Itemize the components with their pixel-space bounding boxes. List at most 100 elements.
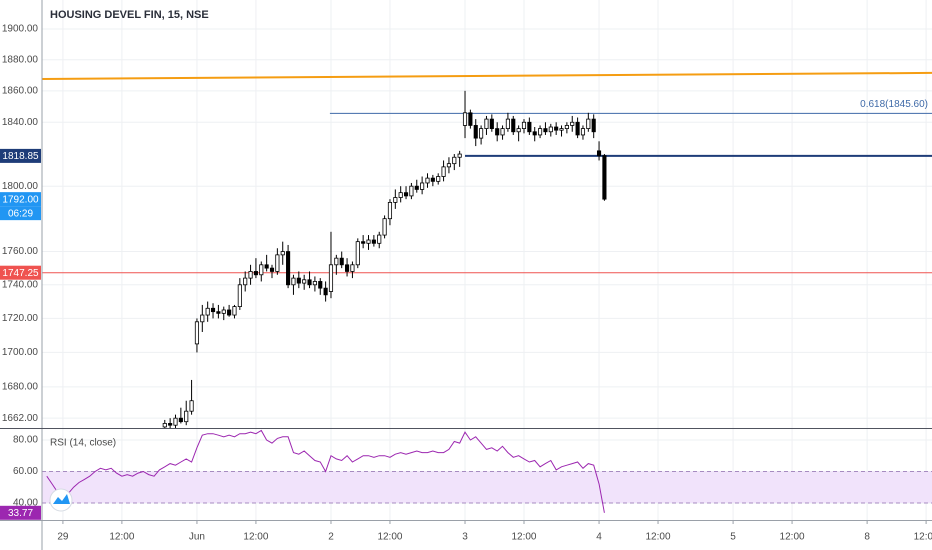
candle-body xyxy=(462,112,468,126)
x-tick-label: 3 xyxy=(462,532,468,543)
candle-body xyxy=(403,192,409,197)
candle-body xyxy=(307,279,312,286)
y-tick-label: 1680.00 xyxy=(2,381,39,392)
candle-body xyxy=(436,176,441,182)
y-tick-label: 60.00 xyxy=(13,466,38,477)
candle-body xyxy=(339,257,344,266)
candle-body xyxy=(334,257,339,266)
candle-body xyxy=(414,185,419,190)
y-tick-label: 1740.00 xyxy=(2,279,39,290)
x-tick-label: 12:00 xyxy=(511,532,536,543)
candle-body xyxy=(345,264,350,272)
candle-body xyxy=(286,251,291,286)
candle-body xyxy=(205,307,210,316)
candle-body xyxy=(580,128,586,136)
candle-body xyxy=(559,128,564,131)
candle-body xyxy=(409,185,414,197)
candle-body xyxy=(296,277,301,284)
candle-body xyxy=(318,281,323,289)
rsi-badge xyxy=(0,505,41,520)
candle-body xyxy=(189,400,194,412)
y-tick-label: 1800.00 xyxy=(2,181,39,192)
candle-body xyxy=(302,279,307,284)
last-price-label: 1792.00 xyxy=(2,194,39,205)
candle-body xyxy=(227,309,232,316)
candle-body xyxy=(173,417,178,426)
candle-body xyxy=(596,150,602,157)
rsi-band xyxy=(42,471,932,503)
y-tick-label: 1880.00 xyxy=(2,54,39,65)
candle-body xyxy=(280,251,285,256)
candle-body xyxy=(489,118,494,129)
rsi-pane xyxy=(42,429,932,513)
y-tick-label: 1720.00 xyxy=(2,313,39,324)
candle-body xyxy=(521,121,527,129)
candle-body xyxy=(184,410,189,423)
x-tick-label: Jun xyxy=(189,532,205,543)
candle-body xyxy=(387,201,393,220)
candle-body xyxy=(516,128,521,133)
candle-body xyxy=(543,128,548,133)
x-tick-label: 8 xyxy=(864,532,870,543)
badges: 1818.85 1747.25 1792.00 06:29 33.77 xyxy=(0,148,41,520)
candle-body xyxy=(371,239,376,244)
candle-body xyxy=(253,271,258,276)
candle-body xyxy=(479,128,484,139)
y-tick-label: 1760.00 xyxy=(2,246,39,257)
candle-body xyxy=(178,417,183,423)
x-tick-label: 12:00 xyxy=(780,532,805,543)
countdown-label: 06:29 xyxy=(8,208,33,219)
candle-body xyxy=(361,241,366,244)
price-badge xyxy=(0,148,41,163)
candle-body xyxy=(264,264,269,269)
x-tick-label: 12:00 xyxy=(109,532,134,543)
candle-body xyxy=(446,163,451,168)
price-badge-label: 1818.85 xyxy=(2,151,39,162)
y-tick-label: 40.00 xyxy=(13,498,38,509)
grid xyxy=(42,0,932,520)
y-tick-label: 80.00 xyxy=(13,435,38,446)
candle-body xyxy=(473,125,478,139)
rsi-badge-label: 33.77 xyxy=(8,508,33,519)
candle-body xyxy=(495,128,500,136)
chart-title: HOUSING DEVEL FIN, 15, NSE xyxy=(50,9,209,21)
candle-body xyxy=(355,241,360,266)
y-tick-label: 1900.00 xyxy=(2,24,39,35)
candle-body xyxy=(269,267,275,272)
price-badge-label: 1747.25 xyxy=(2,268,39,279)
last-price-badge xyxy=(0,192,41,207)
y-tick-label: 1662.00 xyxy=(2,413,39,424)
candle-body xyxy=(548,126,553,133)
candle-body xyxy=(398,192,403,198)
countdown-badge xyxy=(0,206,41,221)
x-tick-label: 2 xyxy=(328,532,334,543)
candle-body xyxy=(248,271,253,279)
candle-body xyxy=(275,254,280,272)
candle-body xyxy=(350,264,355,272)
candle-body xyxy=(591,118,596,133)
candle-body xyxy=(237,284,242,308)
candle-body xyxy=(452,156,457,165)
labels: HOUSING DEVEL FIN, 15, NSE RSI (14, clos… xyxy=(2,9,932,543)
candle-body xyxy=(586,118,591,129)
x-tick-label: 12:00 xyxy=(646,532,671,543)
rsi-line xyxy=(46,429,605,513)
fib-label: 0.618(1845.60) xyxy=(860,99,928,110)
candle-body xyxy=(511,118,516,133)
candle-body xyxy=(377,234,382,244)
candle-body xyxy=(505,118,510,129)
candle-body xyxy=(554,126,559,131)
candle-body xyxy=(441,166,446,177)
price-pane: 0.618(1845.60) xyxy=(42,71,932,428)
x-tick-label: 12:00 xyxy=(377,532,402,543)
candle-body xyxy=(328,264,334,292)
candle-body xyxy=(259,264,264,276)
rsi-title: RSI (14, close) xyxy=(50,438,116,449)
y-tick-label: 1860.00 xyxy=(2,85,39,96)
candle-body xyxy=(210,307,216,313)
candle-body xyxy=(575,121,580,136)
candle-body xyxy=(500,128,505,136)
candle-body xyxy=(425,177,430,184)
